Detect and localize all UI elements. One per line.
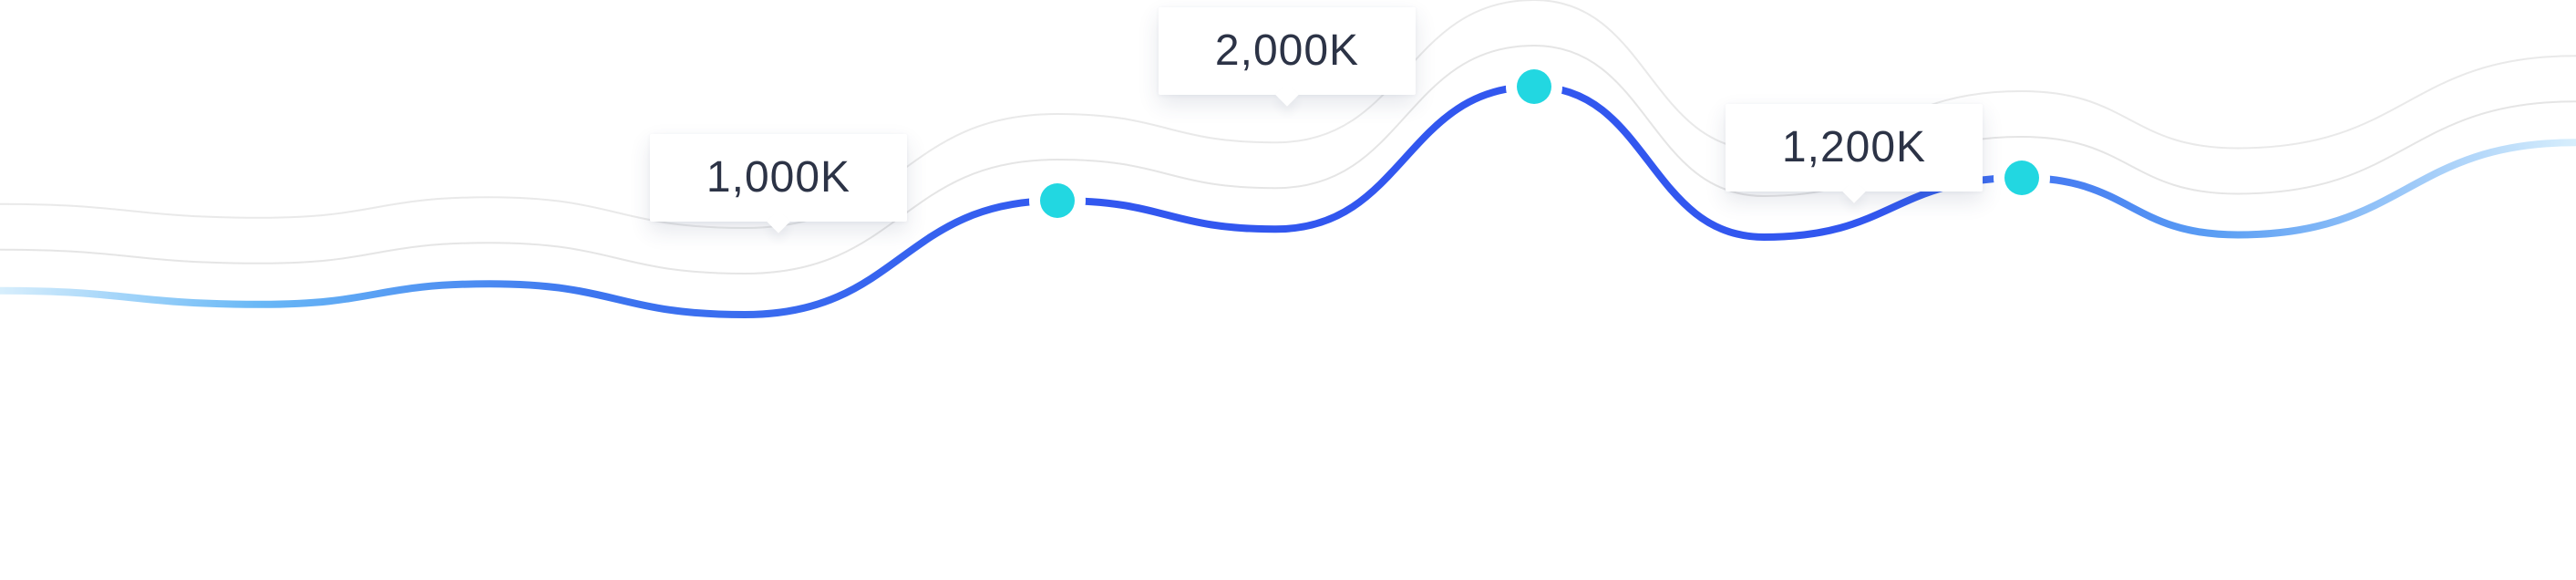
marker-layer — [1029, 58, 2050, 229]
value-callout-3: 1,200K — [1726, 104, 1983, 192]
callout-value-1: 1,000K — [706, 153, 851, 202]
ghost-lines — [0, 0, 2576, 315]
callout-value-2: 2,000K — [1214, 26, 1360, 75]
ghost-line-3 — [0, 87, 2576, 315]
ghost-line-2 — [0, 44, 2576, 275]
data-point-1 — [1040, 183, 1075, 218]
data-point-2 — [1517, 69, 1551, 104]
main-line-group — [0, 83, 2576, 318]
value-callout-2: 2,000K — [1159, 7, 1416, 95]
data-point-3 — [2004, 161, 2039, 195]
value-callout-1: 1,000K — [650, 134, 907, 222]
callout-value-3: 1,200K — [1781, 123, 1927, 171]
series-line — [0, 83, 2576, 318]
ghost-line-1 — [0, 0, 2576, 230]
